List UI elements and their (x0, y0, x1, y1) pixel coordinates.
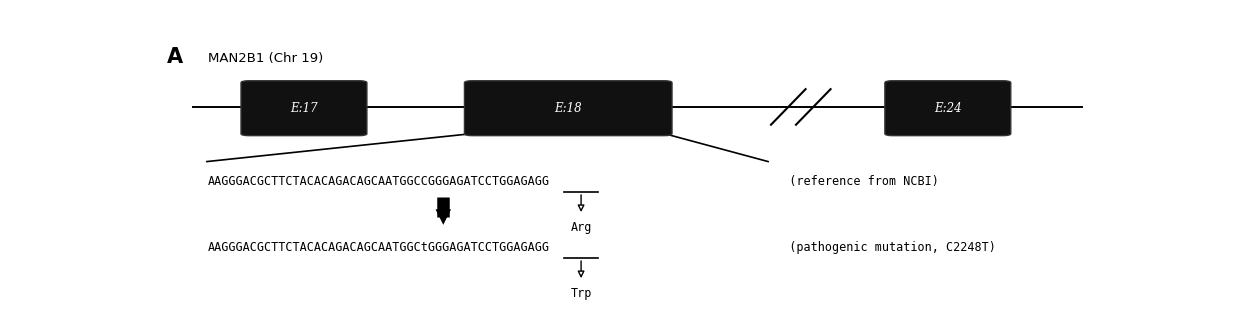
Text: MAN2B1 (Chr 19): MAN2B1 (Chr 19) (208, 52, 324, 65)
Text: AAGGGACGCTTCTACACAGACAGCAATGGCtGGGAGATCCTGGAGAGG: AAGGGACGCTTCTACACAGACAGCAATGGCtGGGAGATCC… (208, 242, 549, 254)
Text: AAGGGACGCTTCTACACAGACAGCAATGGCCGGGAGATCCTGGAGAGG: AAGGGACGCTTCTACACAGACAGCAATGGCCGGGAGATCC… (208, 176, 549, 188)
Text: E:18: E:18 (554, 102, 582, 115)
Text: A: A (166, 47, 182, 67)
Text: (pathogenic mutation, C2248T): (pathogenic mutation, C2248T) (775, 242, 996, 254)
Text: E:24: E:24 (934, 102, 962, 115)
FancyBboxPatch shape (241, 81, 367, 136)
Text: (reference from NCBI): (reference from NCBI) (775, 176, 939, 188)
Text: Arg: Arg (570, 221, 591, 234)
FancyBboxPatch shape (465, 81, 672, 136)
Text: E:17: E:17 (290, 102, 317, 115)
Text: Trp: Trp (570, 287, 591, 300)
FancyBboxPatch shape (885, 81, 1011, 136)
